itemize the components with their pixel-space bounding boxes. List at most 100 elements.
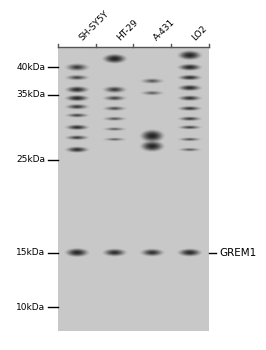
Ellipse shape xyxy=(189,252,191,253)
Ellipse shape xyxy=(72,76,82,79)
Ellipse shape xyxy=(103,249,126,257)
Ellipse shape xyxy=(183,118,196,120)
Ellipse shape xyxy=(186,251,194,254)
Ellipse shape xyxy=(69,114,85,117)
Ellipse shape xyxy=(76,137,78,138)
Ellipse shape xyxy=(142,78,163,83)
Text: A-431: A-431 xyxy=(152,18,177,43)
Ellipse shape xyxy=(150,92,155,93)
Ellipse shape xyxy=(186,149,194,150)
Ellipse shape xyxy=(182,107,198,110)
Ellipse shape xyxy=(74,137,80,138)
Ellipse shape xyxy=(74,77,80,78)
Ellipse shape xyxy=(143,91,161,95)
Ellipse shape xyxy=(111,251,119,254)
Ellipse shape xyxy=(68,113,86,117)
Text: 35kDa: 35kDa xyxy=(16,90,45,99)
Ellipse shape xyxy=(65,104,89,110)
Ellipse shape xyxy=(180,51,200,60)
Ellipse shape xyxy=(68,96,86,100)
Ellipse shape xyxy=(103,86,126,93)
Ellipse shape xyxy=(106,87,124,92)
Ellipse shape xyxy=(68,249,86,256)
Ellipse shape xyxy=(189,67,191,68)
Ellipse shape xyxy=(68,136,86,140)
Ellipse shape xyxy=(76,115,78,116)
Ellipse shape xyxy=(187,127,192,128)
Ellipse shape xyxy=(181,85,199,90)
Text: GREM1: GREM1 xyxy=(219,247,256,258)
Ellipse shape xyxy=(108,88,121,91)
Ellipse shape xyxy=(178,117,201,121)
Ellipse shape xyxy=(69,65,85,70)
Ellipse shape xyxy=(182,250,198,255)
Ellipse shape xyxy=(71,126,84,129)
Ellipse shape xyxy=(111,97,119,99)
Ellipse shape xyxy=(104,96,125,100)
Ellipse shape xyxy=(143,250,161,256)
Ellipse shape xyxy=(183,86,196,90)
Ellipse shape xyxy=(186,139,194,140)
Ellipse shape xyxy=(187,118,192,119)
Ellipse shape xyxy=(71,97,84,100)
Ellipse shape xyxy=(67,104,88,109)
Ellipse shape xyxy=(110,107,120,110)
Ellipse shape xyxy=(104,117,125,121)
Ellipse shape xyxy=(183,65,196,69)
Ellipse shape xyxy=(73,77,81,78)
Ellipse shape xyxy=(68,64,86,70)
Ellipse shape xyxy=(187,149,192,150)
Ellipse shape xyxy=(67,75,88,80)
Ellipse shape xyxy=(107,117,122,120)
Ellipse shape xyxy=(73,97,81,99)
Ellipse shape xyxy=(181,126,199,129)
Ellipse shape xyxy=(65,86,89,93)
Ellipse shape xyxy=(111,57,119,60)
Ellipse shape xyxy=(76,106,78,107)
Ellipse shape xyxy=(76,89,78,90)
Ellipse shape xyxy=(186,54,194,57)
Ellipse shape xyxy=(74,106,80,107)
Ellipse shape xyxy=(147,144,157,149)
Ellipse shape xyxy=(186,97,194,99)
Ellipse shape xyxy=(69,96,85,100)
Ellipse shape xyxy=(104,55,125,63)
Ellipse shape xyxy=(182,65,198,70)
Ellipse shape xyxy=(113,108,116,109)
Ellipse shape xyxy=(112,128,117,130)
Ellipse shape xyxy=(74,66,80,68)
Ellipse shape xyxy=(72,114,82,116)
Ellipse shape xyxy=(181,65,199,70)
Ellipse shape xyxy=(143,79,161,83)
Ellipse shape xyxy=(111,139,119,140)
Ellipse shape xyxy=(72,97,82,99)
Ellipse shape xyxy=(111,128,119,130)
Ellipse shape xyxy=(65,125,89,130)
Ellipse shape xyxy=(148,92,156,94)
Ellipse shape xyxy=(140,141,164,152)
Ellipse shape xyxy=(76,77,78,78)
Ellipse shape xyxy=(182,76,198,79)
Ellipse shape xyxy=(73,251,81,254)
Ellipse shape xyxy=(142,141,163,151)
Ellipse shape xyxy=(73,137,81,139)
Ellipse shape xyxy=(108,56,121,61)
Ellipse shape xyxy=(182,86,198,90)
Ellipse shape xyxy=(183,107,196,110)
Ellipse shape xyxy=(185,86,195,89)
Ellipse shape xyxy=(67,113,88,117)
Ellipse shape xyxy=(107,138,122,141)
Ellipse shape xyxy=(110,57,120,61)
Ellipse shape xyxy=(73,89,81,91)
Ellipse shape xyxy=(185,97,195,99)
Ellipse shape xyxy=(104,86,125,93)
Ellipse shape xyxy=(71,250,84,255)
Ellipse shape xyxy=(65,63,89,71)
Ellipse shape xyxy=(144,91,160,95)
Ellipse shape xyxy=(108,107,121,110)
Ellipse shape xyxy=(180,106,200,111)
Ellipse shape xyxy=(68,105,86,109)
Ellipse shape xyxy=(183,97,196,100)
Ellipse shape xyxy=(111,118,119,119)
Ellipse shape xyxy=(186,118,194,119)
